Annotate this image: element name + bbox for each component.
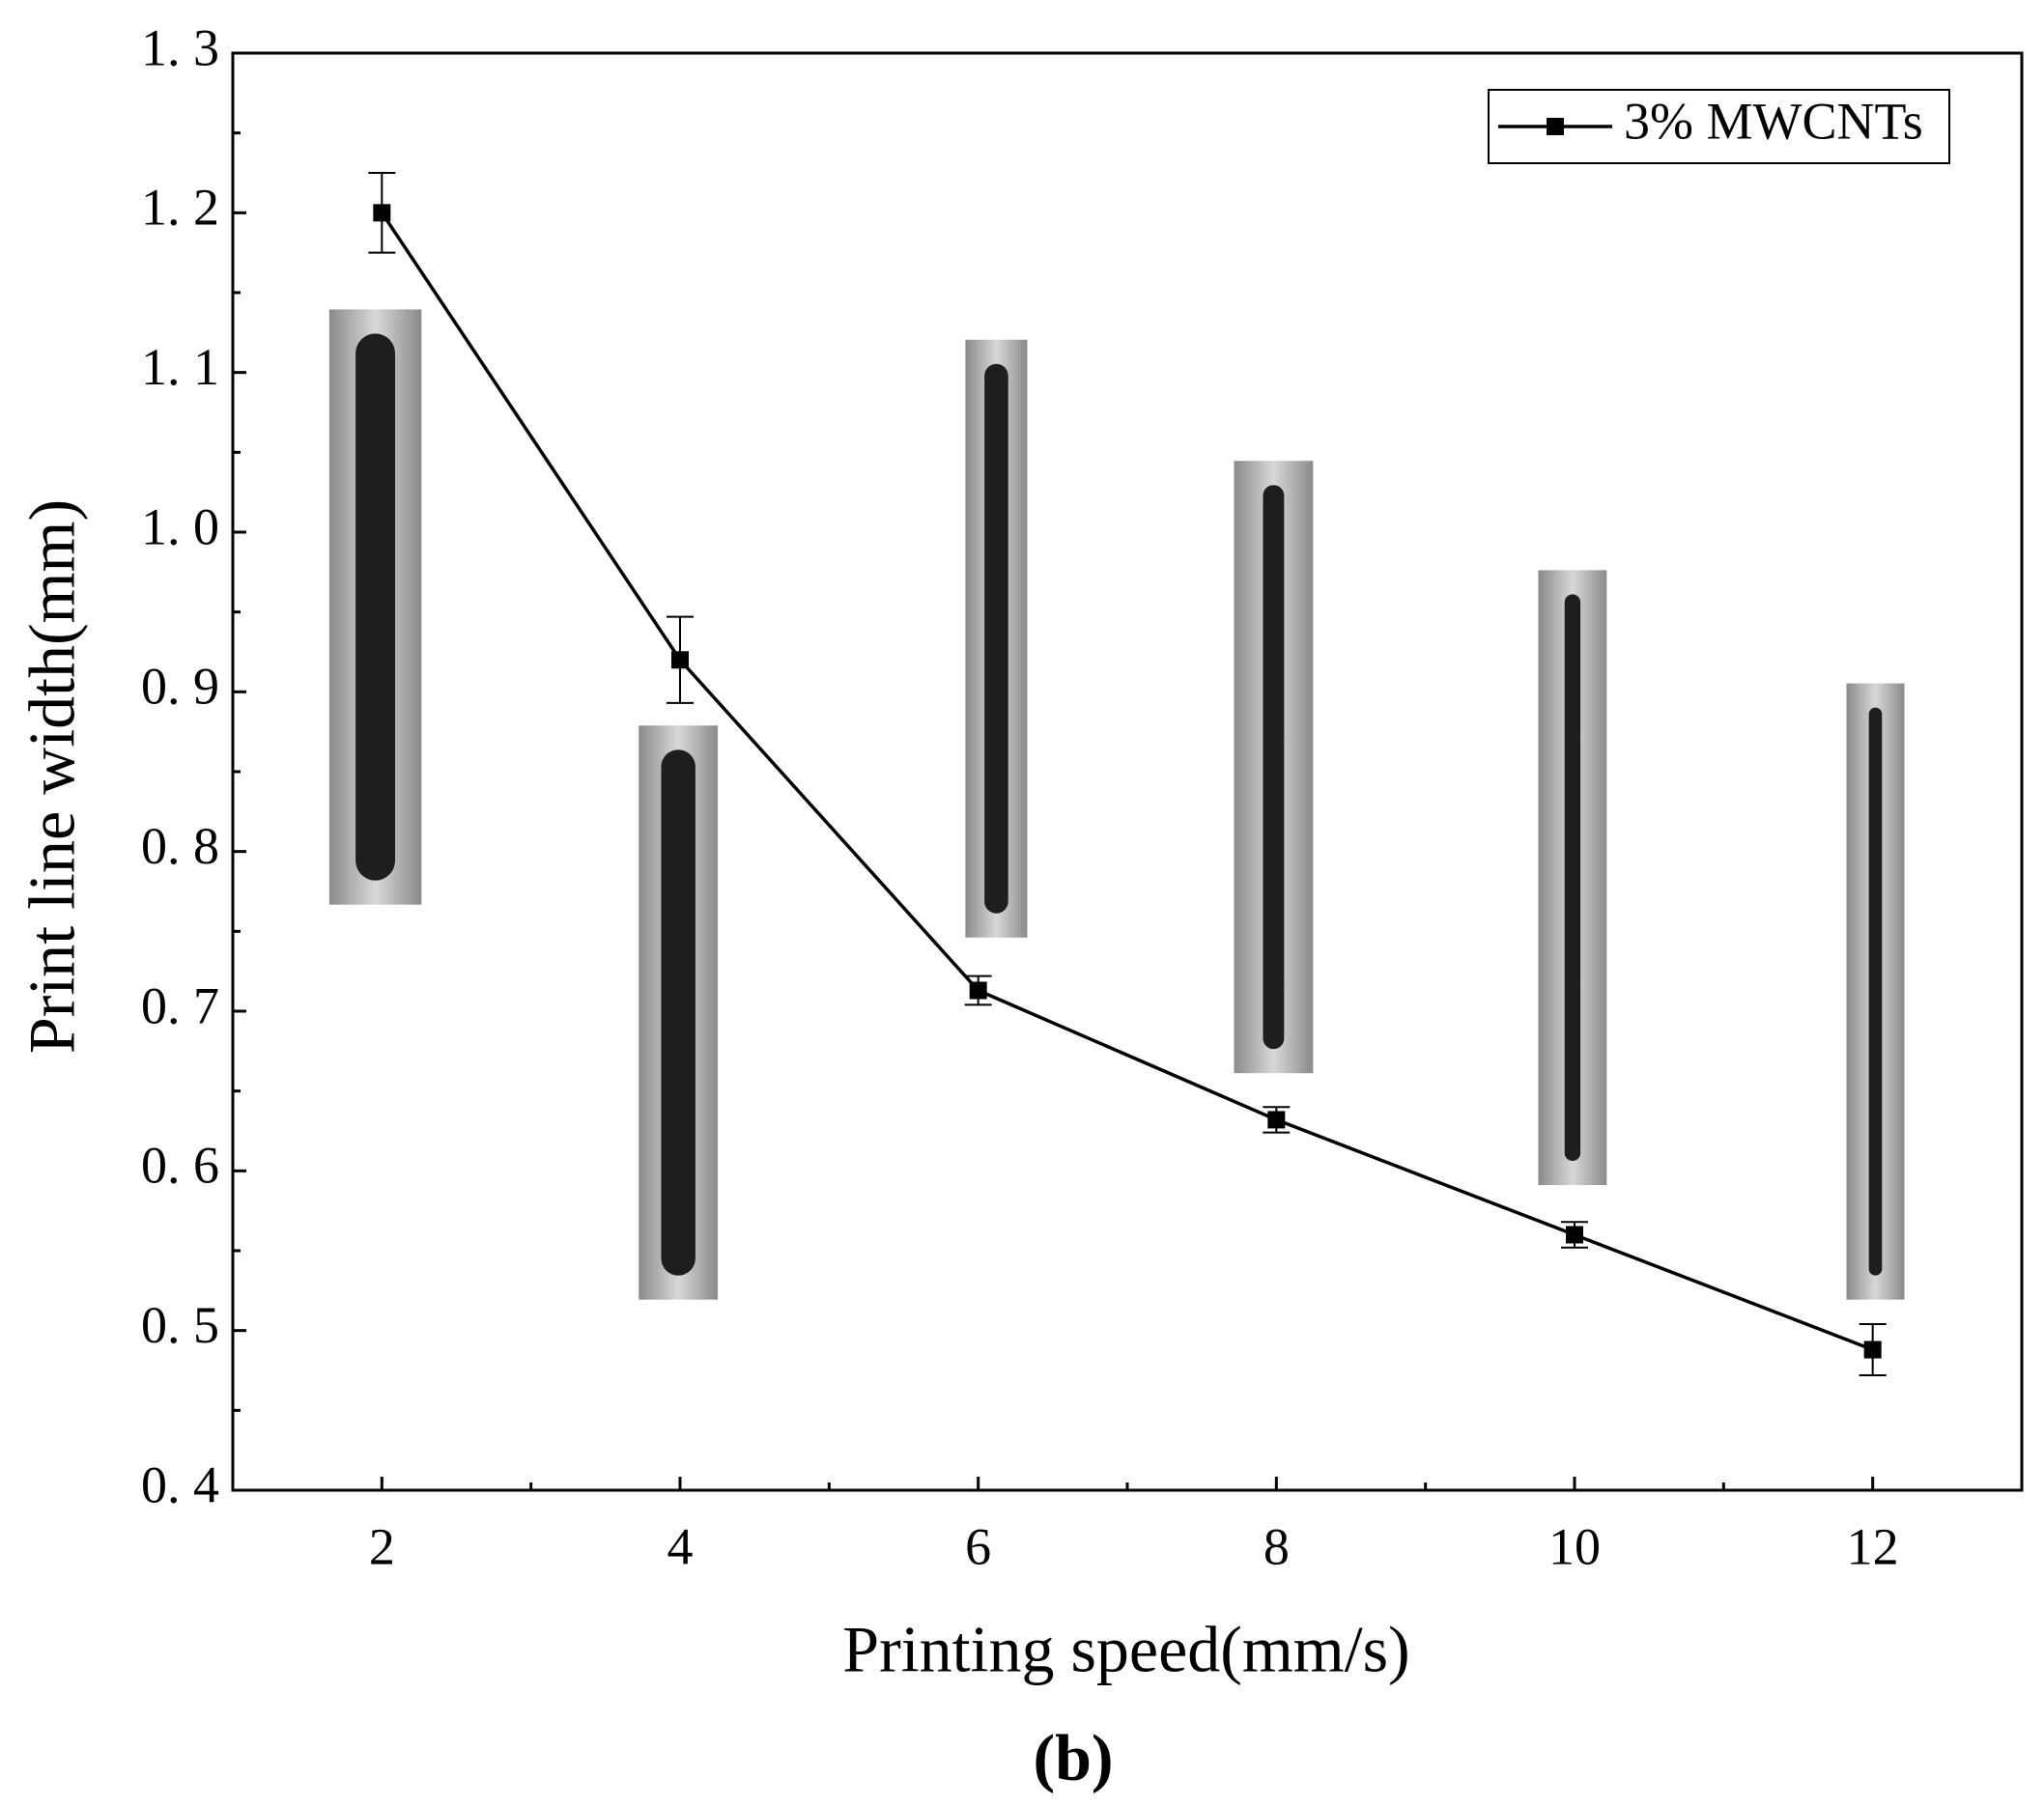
y-tick-label: 0. 7 — [141, 976, 219, 1034]
photo-insets — [328, 309, 1905, 1300]
y-tick-label: 0. 5 — [141, 1296, 219, 1354]
printed-line — [1263, 485, 1285, 1050]
plot-frame — [231, 51, 2024, 1492]
printed-line — [984, 363, 1008, 914]
caption: (b) — [1033, 1721, 1113, 1794]
marker — [1267, 1111, 1286, 1129]
y-tick-label: 0. 4 — [141, 1455, 219, 1513]
y-tick-label: 0. 9 — [141, 658, 219, 716]
y-tick-label: 0. 8 — [141, 817, 219, 875]
marker — [969, 981, 987, 1000]
printed-line — [1868, 707, 1883, 1276]
x-axis-label: Printing speed(mm/s) — [842, 1613, 1409, 1686]
printed-line — [661, 749, 696, 1276]
legend-marker — [1547, 118, 1564, 135]
y-tick-label: 1. 1 — [141, 338, 219, 396]
series-line — [380, 212, 1874, 1352]
y-tick-label: 0. 6 — [141, 1137, 219, 1195]
x-tick-label: 8 — [1263, 1517, 1290, 1575]
printed-line — [355, 333, 396, 881]
x-tick-label: 6 — [965, 1517, 991, 1575]
y-tick-label: 1. 2 — [141, 179, 219, 237]
x-tick-label: 12 — [1847, 1517, 1899, 1575]
y-tick-label: 1. 0 — [141, 497, 219, 555]
marker — [671, 651, 689, 669]
y-tick-label: 1. 3 — [141, 18, 219, 76]
marker — [373, 204, 391, 222]
x-tick-label: 10 — [1548, 1517, 1601, 1575]
marker — [1566, 1226, 1583, 1244]
x-tick-label: 2 — [369, 1517, 395, 1575]
legend-label: 3% MWCNTs — [1624, 92, 1923, 150]
printed-line — [1564, 594, 1581, 1162]
x-tick-label: 4 — [667, 1517, 694, 1575]
marker — [1863, 1341, 1882, 1359]
y-axis-label: Print line width(mm) — [15, 499, 89, 1054]
